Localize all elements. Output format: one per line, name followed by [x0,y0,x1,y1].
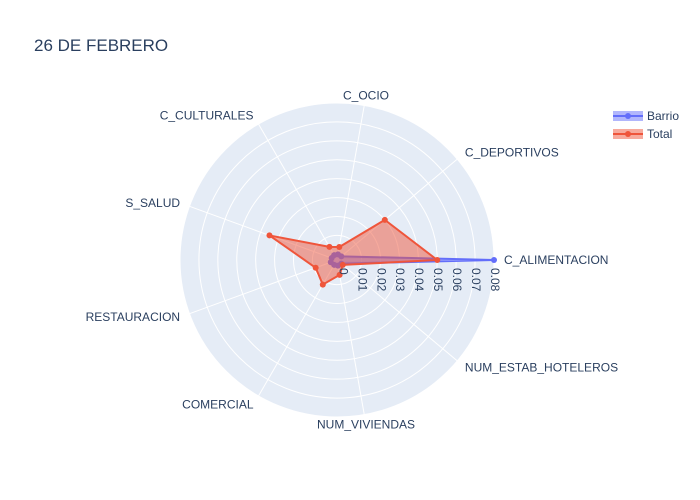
series-barrio-point [491,257,497,263]
series-total-point [336,243,343,250]
radial-tick-label: 0.05 [431,268,445,292]
category-label: RESTAURACION [86,310,180,324]
series-total-point [326,243,333,250]
chart-title: 26 DE FEBRERO [34,36,168,55]
grid-spoke [336,105,365,261]
category-label: C_ALIMENTACION [504,253,608,267]
radial-ticks: 0 0.01 0.02 0.03 0.04 0.05 0.06 0.07 0.08 [336,268,501,292]
radial-tick-label: 0.03 [393,268,407,292]
series-total-area [268,218,439,286]
series-total-point [312,264,319,271]
radial-tick-label: 0 [336,268,350,275]
category-label: C_OCIO [343,89,389,103]
radial-tick-label: 0.06 [450,268,464,292]
series-total-point [266,232,273,239]
grid-spoke [189,259,338,315]
category-label: S_SALUD [125,196,180,210]
legend-marker [625,131,631,137]
grid-spoke [258,123,338,261]
radial-tick-label: 0.02 [374,268,388,292]
legend-item-barrio[interactable]: Barrio [613,109,679,123]
category-label: C_CULTURALES [160,108,254,122]
legend-label: Barrio [647,109,679,123]
series-total-point [339,261,346,268]
category-label: NUM_VIVIENDAS [317,417,415,431]
legend-label: Total [647,127,672,141]
legend-item-total[interactable]: Total [613,127,672,141]
category-label: NUM_ESTAB_HOTELEROS [465,360,618,374]
series-layer [266,216,497,288]
radial-tick-label: 0.01 [355,268,369,292]
axis-labels: C_ALIMENTACION C_DEPORTIVOS C_OCIO C_CULTUR… [86,89,618,432]
radial-tick-label: 0.08 [488,268,502,292]
series-total-point [434,257,441,263]
grid-spoke [336,259,365,415]
radial-tick-label: 0.07 [469,268,483,292]
legend[interactable]: Barrio Total [613,109,679,141]
series-total-point [319,281,326,288]
series-total-point [381,216,388,223]
radial-tick-label: 0.04 [412,268,426,292]
grid-spoke [336,259,458,362]
series-total-point [336,271,343,278]
category-label: COMERCIAL [182,398,254,412]
legend-marker [625,113,631,119]
category-label: C_DEPORTIVOS [465,146,559,160]
